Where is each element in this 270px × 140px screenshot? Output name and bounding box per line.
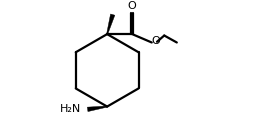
Text: O: O: [151, 36, 160, 46]
Polygon shape: [87, 106, 107, 112]
Text: O: O: [128, 1, 137, 11]
Text: H₂N: H₂N: [60, 104, 81, 114]
Polygon shape: [107, 14, 115, 34]
